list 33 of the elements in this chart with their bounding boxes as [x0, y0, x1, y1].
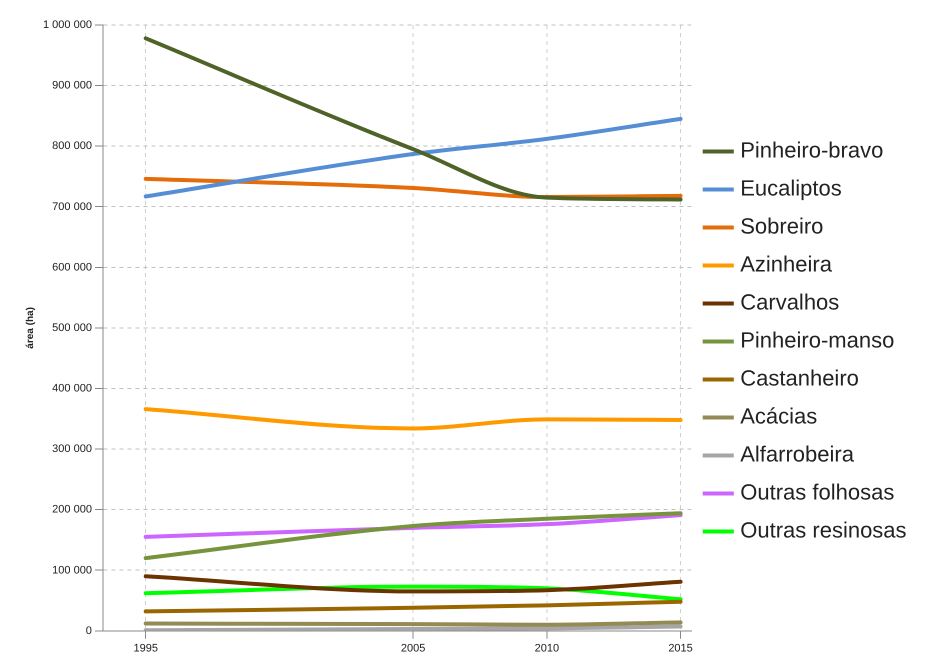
- legend-label: Alfarrobeira: [740, 442, 855, 467]
- y-tick-label: 500 000: [52, 322, 92, 334]
- y-tick-label: 400 000: [52, 382, 92, 395]
- y-tick-label: 100 000: [52, 564, 92, 576]
- line-series: [144, 600, 683, 614]
- line-series: [144, 511, 683, 560]
- legend-label: Carvalhos: [740, 290, 840, 315]
- legend-label: Outras folhosas: [740, 480, 894, 505]
- y-tick-label: 1 000 000: [43, 19, 92, 32]
- line-series: [144, 116, 683, 198]
- legend-label: Pinheiro-bravo: [740, 138, 884, 163]
- line-series: [144, 407, 683, 430]
- y-tick-label: 600 000: [52, 261, 92, 274]
- legend-label: Sobreiro: [740, 214, 824, 239]
- x-tick-label: 2005: [400, 642, 426, 654]
- legend-label: Pinheiro-manso: [740, 328, 894, 353]
- line-series: [144, 36, 683, 202]
- legend-label: Eucaliptos: [740, 176, 842, 201]
- legend-label: Acácias: [740, 404, 818, 429]
- x-tick-label: 2015: [668, 642, 693, 654]
- y-tick-label: 0: [86, 624, 92, 637]
- x-tick-label: 2010: [534, 642, 560, 654]
- y-tick-label: 200 000: [52, 504, 92, 516]
- x-tick-label: 1995: [133, 642, 158, 654]
- y-tick-label: 900 000: [52, 80, 92, 92]
- y-tick-label: 700 000: [52, 200, 92, 213]
- legend-label: Azinheira: [740, 252, 833, 277]
- legend-label: Castanheiro: [740, 366, 859, 391]
- y-tick-label: 800 000: [52, 140, 92, 152]
- legend-label: Outras resinosas: [740, 518, 907, 543]
- line-series: [144, 574, 683, 594]
- y-tick-label: 300 000: [52, 443, 92, 456]
- y-axis-title: área (ha): [24, 307, 36, 349]
